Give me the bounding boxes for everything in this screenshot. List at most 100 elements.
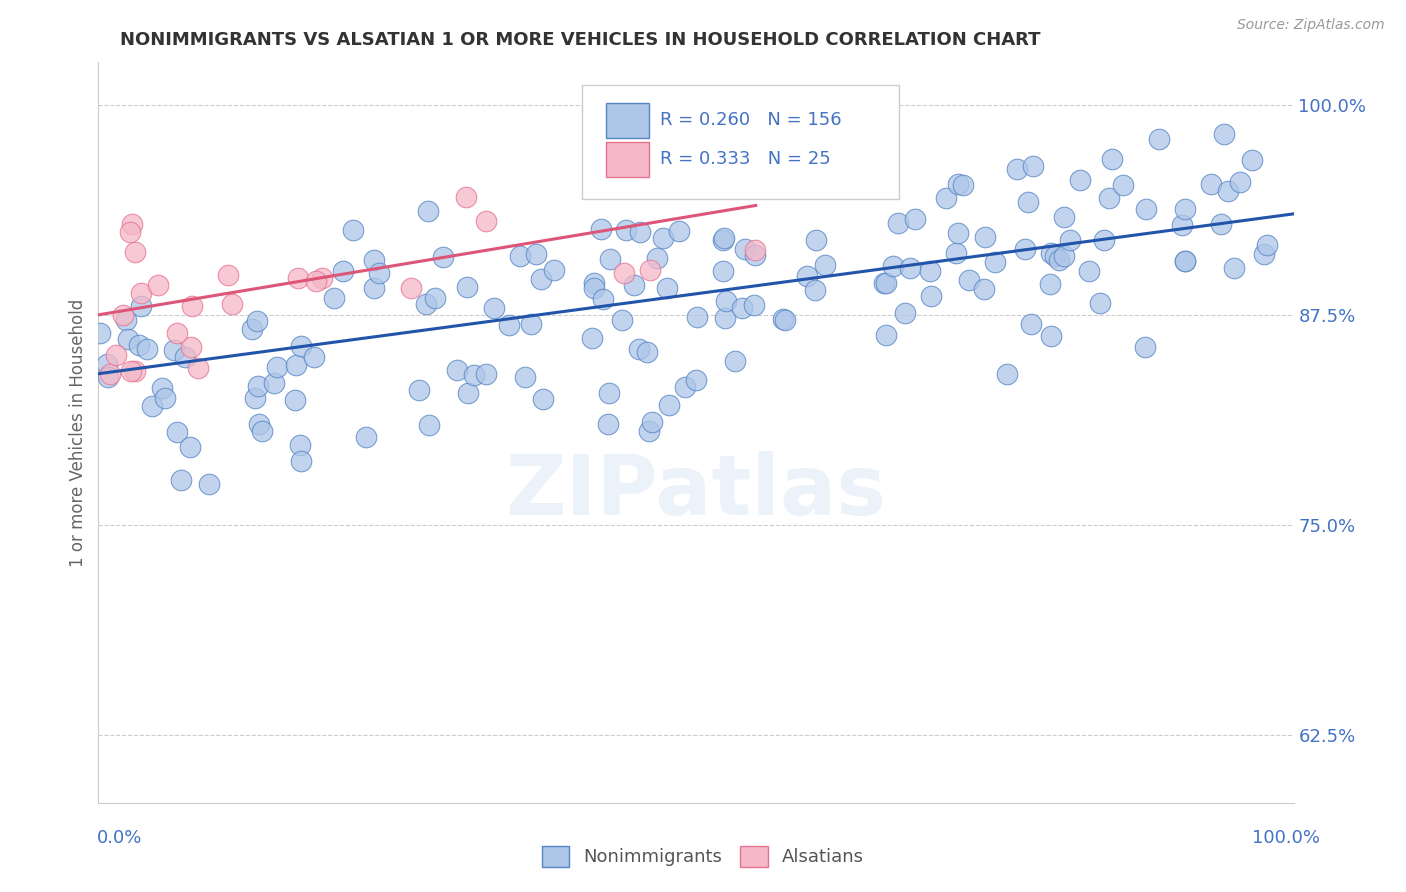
Point [628,225,651,239]
Point [1253,247,1275,261]
Point [187,361,209,376]
Point [180,341,202,355]
Point [641,161,664,175]
Point [1053,249,1076,263]
Point [920,263,942,277]
Point [311,270,333,285]
Point [363,281,385,295]
Text: Source: ZipAtlas.com: Source: ZipAtlas.com [1237,18,1385,32]
Point [957,272,980,286]
Point [290,454,312,468]
Point [744,243,766,257]
Point [1039,277,1062,291]
Point [342,223,364,237]
Point [583,281,606,295]
Point [302,351,325,365]
Point [1209,218,1232,232]
Point [368,267,391,281]
Point [120,364,142,378]
Legend: Nonimmigrants, Alsatians: Nonimmigrants, Alsatians [534,838,872,874]
Point [875,327,897,342]
Point [475,367,498,381]
Point [772,311,794,326]
Point [89,326,111,340]
Point [284,392,307,407]
Point [814,258,837,272]
Text: 100.0%: 100.0% [1253,829,1320,847]
Point [612,313,634,327]
Point [1017,195,1039,210]
Point [973,282,995,296]
Point [734,242,756,256]
Point [530,271,553,285]
Point [599,252,621,266]
Point [246,379,269,393]
Point [724,354,747,368]
Point [1077,264,1099,278]
Point [323,291,346,305]
Point [354,430,377,444]
Point [1201,177,1223,191]
Point [288,438,311,452]
Point [97,370,120,384]
Point [1022,159,1045,173]
Point [118,225,141,239]
Point [796,269,818,284]
Point [1019,317,1042,331]
Point [744,248,766,262]
Point [423,291,446,305]
Point [399,280,422,294]
Point [515,369,537,384]
Point [179,440,201,454]
Point [170,473,193,487]
Point [484,301,506,316]
Point [148,278,170,293]
Point [166,425,188,439]
Point [111,309,134,323]
Point [714,311,737,326]
Point [104,348,127,362]
Point [614,223,637,237]
Point [524,247,547,261]
FancyBboxPatch shape [606,103,650,138]
Point [995,367,1018,381]
Text: 0.0%: 0.0% [97,829,142,847]
Point [685,373,707,387]
Point [96,357,118,371]
Point [873,276,896,290]
Point [1088,296,1111,310]
Point [935,191,957,205]
Point [583,276,606,290]
Point [613,266,636,280]
Point [136,342,159,356]
Point [266,360,288,375]
Point [641,415,664,429]
Point [647,252,669,266]
Point [418,418,440,433]
Point [498,318,520,332]
Point [1240,153,1263,167]
Point [432,250,454,264]
Point [845,154,868,169]
Point [1174,202,1197,216]
Point [250,425,273,439]
Point [129,299,152,313]
Point [1133,340,1156,354]
Point [240,322,263,336]
Point [285,358,308,372]
FancyBboxPatch shape [606,143,650,178]
Point [658,398,681,412]
Point [543,263,565,277]
Point [903,211,925,226]
Point [363,252,385,267]
Point [418,203,440,218]
FancyBboxPatch shape [582,85,900,200]
Point [129,285,152,300]
Point [1111,178,1133,192]
Point [173,350,195,364]
Point [636,345,658,359]
Point [920,288,942,302]
Point [456,190,478,204]
Point [882,259,904,273]
Point [115,313,138,327]
